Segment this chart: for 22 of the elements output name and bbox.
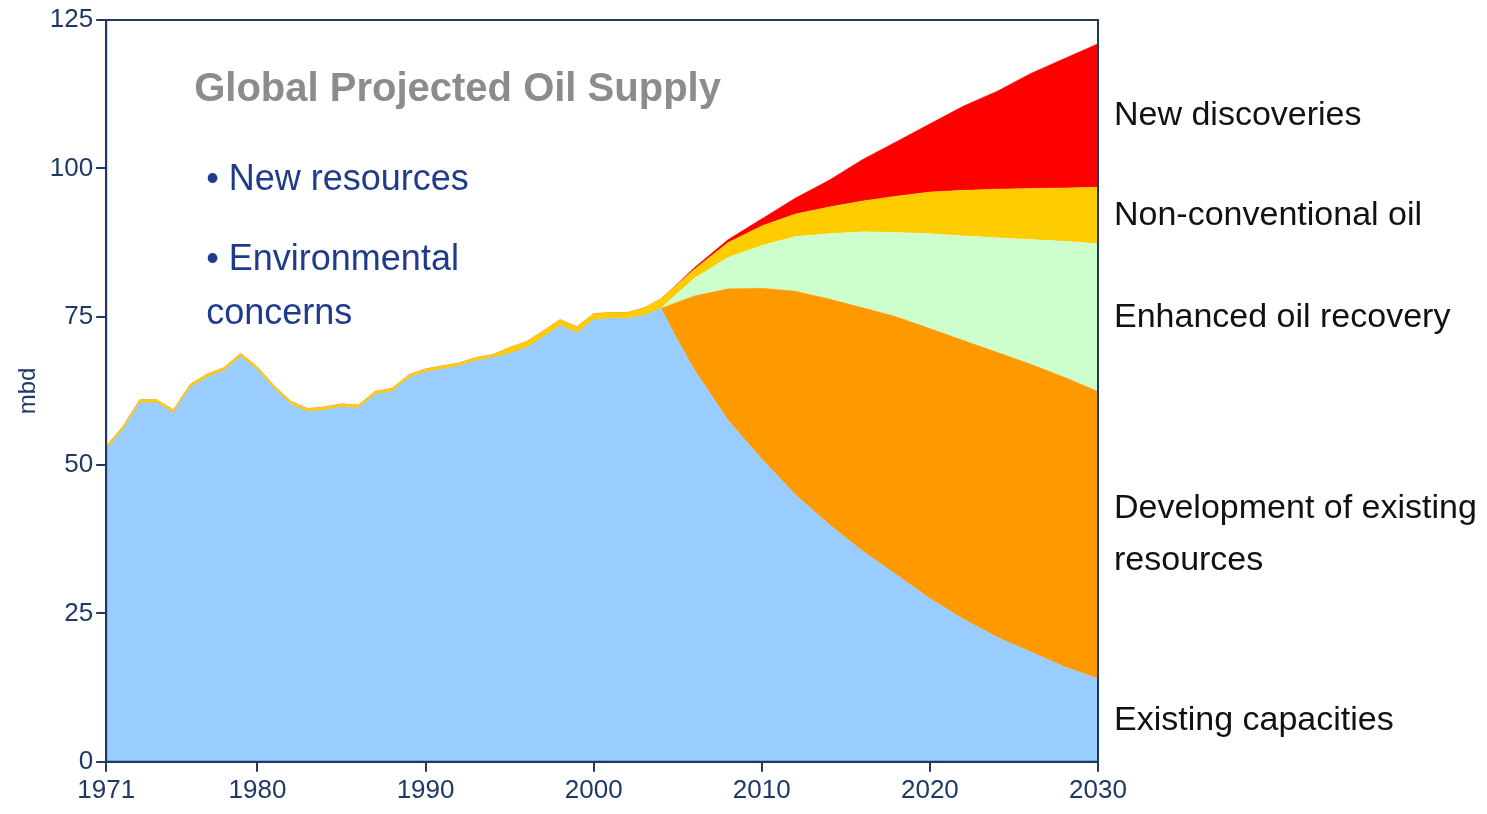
y-tick-label: 100 <box>49 151 94 182</box>
series-label: Development of existing resources <box>1114 487 1477 578</box>
y-tick-label: 50 <box>64 448 94 479</box>
x-tick-label: 1980 <box>228 773 287 804</box>
y-tick-label: 125 <box>49 3 94 34</box>
annotation: • Environmental concerns <box>206 236 459 332</box>
y-tick-label: 75 <box>64 299 94 330</box>
y-tick-label: 0 <box>78 744 94 775</box>
annotation: • New resources <box>206 156 469 198</box>
series-label: Enhanced oil recovery <box>1114 295 1451 334</box>
x-tick-label: 2020 <box>900 773 959 804</box>
series-label: New discoveries <box>1114 93 1362 132</box>
text: Global Projected Oil Supply <box>194 65 722 110</box>
x-tick-label: 1990 <box>396 773 455 804</box>
x-tick-label: 2000 <box>564 773 623 804</box>
series-label: Existing capacities <box>1114 698 1394 737</box>
y-tick-label: 25 <box>64 596 94 627</box>
series-label: Non-conventional oil <box>1114 193 1423 232</box>
y-axis-title: mbd <box>13 367 41 415</box>
x-tick-label: 2010 <box>732 773 791 804</box>
x-tick-label: 2030 <box>1069 773 1127 804</box>
x-tick-label: 1971 <box>77 773 136 804</box>
